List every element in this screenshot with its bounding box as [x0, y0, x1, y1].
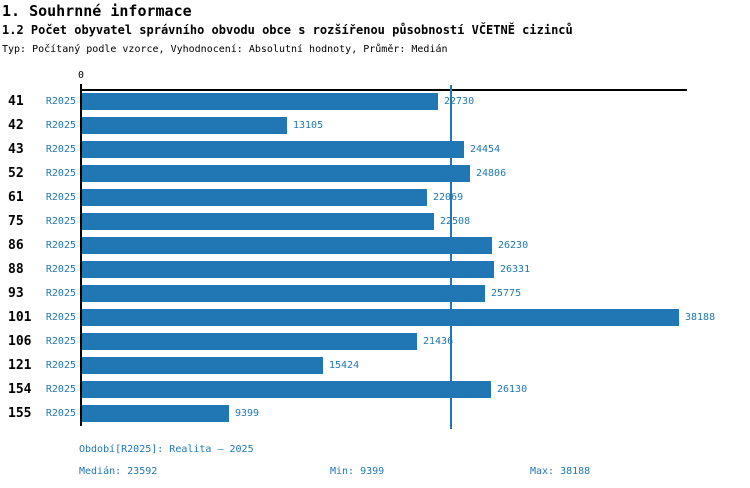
category-label: 121	[8, 358, 32, 373]
series-label: R2025	[45, 288, 76, 299]
chart-row: 42 R2025 13105	[0, 114, 750, 138]
chart-row: 43 R2025 24454	[0, 138, 750, 162]
series-label: R2025	[45, 336, 76, 347]
series-label: R2025	[45, 384, 76, 395]
category-label: 101	[8, 310, 32, 325]
bar-value-label: 38188	[685, 312, 716, 323]
value-bar	[82, 189, 427, 206]
bar-value-label: 9399	[235, 408, 260, 419]
series-label: R2025	[45, 408, 76, 419]
value-bar	[82, 165, 470, 182]
series-label: R2025	[45, 264, 76, 275]
min-stat: Min: 9399	[330, 466, 385, 477]
chart-subtitle: 1.2 Počet obyvatel správního obvodu obce…	[2, 23, 573, 37]
category-label: 52	[8, 166, 24, 181]
category-label: 155	[8, 406, 32, 421]
chart-row: 88 R2025 26331	[0, 258, 750, 282]
series-label: R2025	[45, 360, 76, 371]
y-axis-line	[80, 89, 82, 426]
value-bar	[82, 381, 491, 398]
bar-value-label: 24806	[476, 168, 507, 179]
category-label: 41	[8, 94, 24, 109]
value-bar	[82, 405, 229, 422]
median-line	[450, 85, 452, 429]
chart-row: 52 R2025 24806	[0, 162, 750, 186]
bar-value-label: 22730	[444, 96, 475, 107]
value-bar	[82, 93, 438, 110]
category-label: 86	[8, 238, 24, 253]
chart-meta: Typ: Počítaný podle vzorce, Vyhodnocení:…	[2, 44, 448, 55]
bar-value-label: 15424	[329, 360, 360, 371]
series-label: R2025	[45, 96, 76, 107]
category-label: 106	[8, 334, 32, 349]
max-stat: Max: 38188	[530, 466, 591, 477]
value-bar	[82, 213, 434, 230]
bar-value-label: 24454	[470, 144, 501, 155]
chart-row: 86 R2025 26230	[0, 234, 750, 258]
axis-origin-label: 0	[77, 70, 85, 81]
bar-value-label: 22069	[433, 192, 464, 203]
value-bar	[82, 237, 492, 254]
chart-row: 75 R2025 22508	[0, 210, 750, 234]
period-label: Období[R2025]: Realita – 2025	[79, 444, 254, 455]
value-bar	[82, 357, 323, 374]
series-label: R2025	[45, 144, 76, 155]
bar-value-label: 26230	[498, 240, 529, 251]
category-label: 154	[8, 382, 32, 397]
chart-row: 41 R2025 22730	[0, 90, 750, 114]
series-label: R2025	[45, 168, 76, 179]
category-label: 88	[8, 262, 24, 277]
axis-origin-tick	[80, 84, 82, 89]
chart-row: 121 R2025 15424	[0, 354, 750, 378]
bar-value-label: 26130	[497, 384, 528, 395]
median-stat: Medián: 23592	[79, 466, 158, 477]
value-bar	[82, 285, 485, 302]
category-label: 43	[8, 142, 24, 157]
category-label: 42	[8, 118, 24, 133]
chart-row: 106 R2025 21436	[0, 330, 750, 354]
series-label: R2025	[45, 120, 76, 131]
x-axis-line	[81, 89, 687, 91]
bar-value-label: 21436	[423, 336, 454, 347]
bar-value-label: 25775	[491, 288, 522, 299]
chart-row: 93 R2025 25775	[0, 282, 750, 306]
category-label: 75	[8, 214, 24, 229]
chart-row: 61 R2025 22069	[0, 186, 750, 210]
chart-row: 155 R2025 9399	[0, 402, 750, 426]
series-label: R2025	[45, 312, 76, 323]
value-bar	[82, 141, 464, 158]
series-label: R2025	[45, 240, 76, 251]
series-label: R2025	[45, 216, 76, 227]
value-bar	[82, 261, 494, 278]
series-label: R2025	[45, 192, 76, 203]
value-bar	[82, 117, 287, 134]
value-bar	[82, 309, 679, 326]
category-label: 93	[8, 286, 24, 301]
chart-row: 101 R2025 38188	[0, 306, 750, 330]
bar-value-label: 13105	[293, 120, 324, 131]
bar-value-label: 26331	[500, 264, 531, 275]
chart-row: 154 R2025 26130	[0, 378, 750, 402]
category-label: 61	[8, 190, 24, 205]
page-title: 1. Souhrnné informace	[2, 2, 192, 20]
value-bar	[82, 333, 417, 350]
bar-value-label: 22508	[440, 216, 471, 227]
